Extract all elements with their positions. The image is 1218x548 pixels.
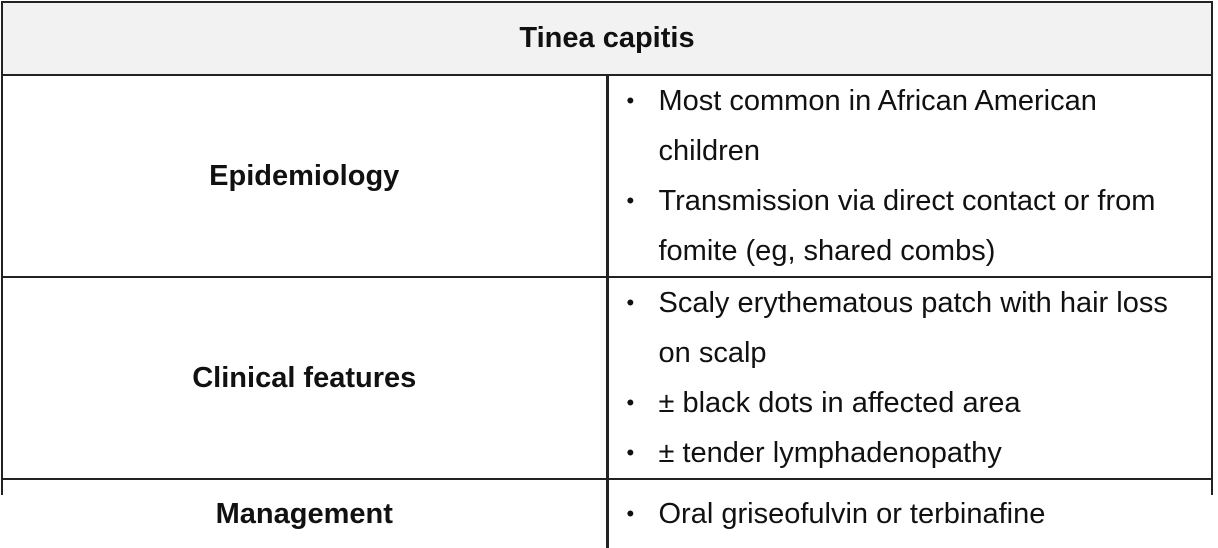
table-row-management: Management • Oral griseofulvin or terbina… xyxy=(3,479,1211,548)
list-item: • ± tender lymphadenopathy xyxy=(627,428,1212,478)
bullet-icon: • xyxy=(626,88,635,113)
bullet-icon: • xyxy=(626,440,635,465)
bullet-icon: • xyxy=(626,390,635,415)
row-content-management: • Oral griseofulvin or terbinafine xyxy=(607,479,1211,548)
list-item-text: Transmission via direct contact or from … xyxy=(658,185,1156,267)
row-label-clinical-features: Clinical features xyxy=(3,277,609,480)
title-row: Tinea capitis xyxy=(3,3,1211,76)
row-label-epidemiology: Epidemiology xyxy=(3,75,609,278)
list-item: • Transmission via direct contact or from… xyxy=(627,176,1212,276)
table-title: Tinea capitis xyxy=(3,3,1211,76)
list-item: • Oral griseofulvin or terbinafine xyxy=(627,489,1212,539)
bullet-icon: • xyxy=(626,501,635,526)
bullet-icon: • xyxy=(626,290,635,315)
list-item-text: Oral griseofulvin or terbinafine xyxy=(658,498,1046,530)
info-table: Tinea capitis Epidemiology • Most common … xyxy=(3,3,1211,548)
bullet-list: • Oral griseofulvin or terbinafine xyxy=(609,489,1212,539)
bullet-list: • Scaly erythematous patch with hair loss… xyxy=(609,278,1212,478)
list-item-text: Scaly erythematous patch with hair loss … xyxy=(658,287,1168,369)
list-item: • Scaly erythematous patch with hair loss… xyxy=(627,278,1212,378)
row-content-epidemiology: • Most common in African American childre… xyxy=(607,75,1212,278)
list-item: • Most common in African American childre… xyxy=(627,76,1212,176)
list-item-text: ± tender lymphadenopathy xyxy=(658,437,1002,469)
list-item-text: Most common in African American children xyxy=(658,85,1097,167)
bullet-list: • Most common in African American childre… xyxy=(609,76,1212,276)
list-item-text: ± black dots in affected area xyxy=(658,387,1021,419)
table-row-epidemiology: Epidemiology • Most common in African Ame… xyxy=(3,75,1212,278)
row-content-clinical-features: • Scaly erythematous patch with hair loss… xyxy=(607,277,1212,480)
list-item: • ± black dots in affected area xyxy=(627,378,1212,428)
row-label-management: Management xyxy=(3,479,609,548)
bullet-icon: • xyxy=(626,188,635,213)
table-row-clinical-features: Clinical features • Scaly erythematous pa… xyxy=(3,277,1212,480)
